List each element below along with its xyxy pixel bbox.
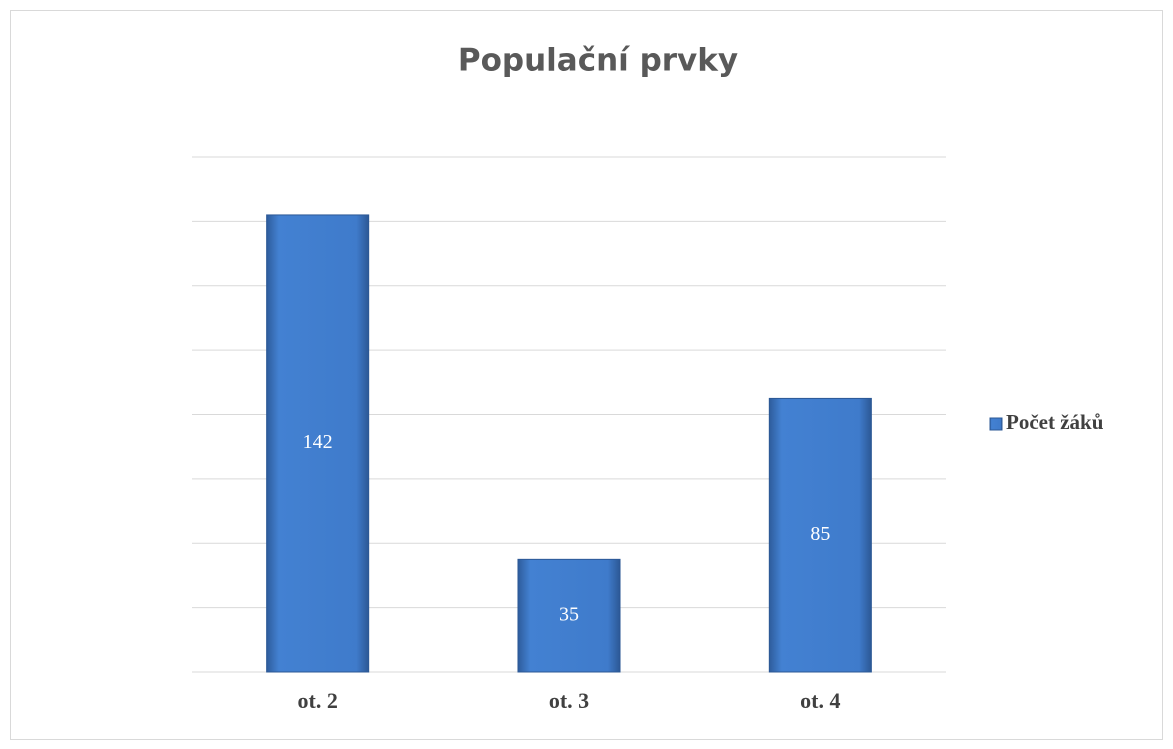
bar: [517, 558, 621, 673]
legend-label: Počet žáků: [1006, 410, 1104, 434]
x-tick-label: ot. 2: [298, 688, 338, 713]
data-label: 35: [559, 603, 579, 625]
x-tick-label: ot. 4: [800, 688, 840, 713]
x-tick-label: ot. 3: [549, 688, 589, 713]
legend-swatch: [989, 417, 1003, 431]
data-label: 142: [303, 431, 333, 453]
bar: [266, 214, 370, 673]
chart-title: Populační prvky: [458, 43, 738, 79]
data-label: 85: [810, 523, 830, 545]
bar: [768, 397, 872, 673]
